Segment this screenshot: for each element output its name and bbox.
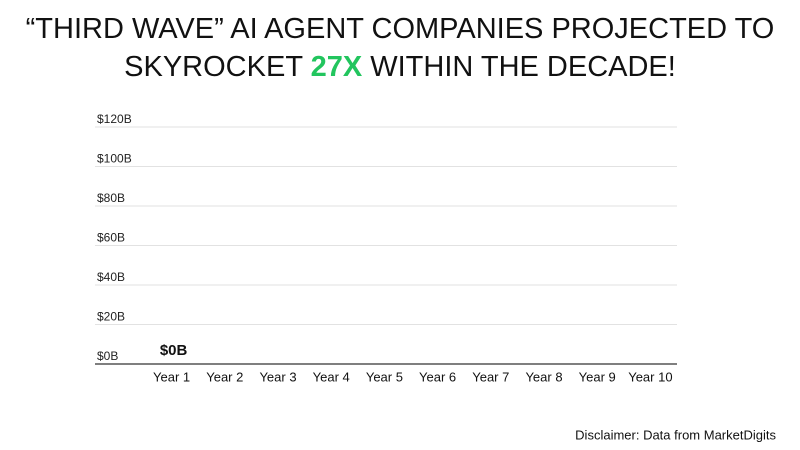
title-segment: WITHIN THE DECADE! [362, 51, 676, 83]
x-tick-label: Year 8 [525, 369, 562, 384]
footnote: Disclaimer: Data from MarketDigits [575, 427, 776, 442]
x-tick-label: Year 7 [472, 369, 509, 384]
x-tick-label: Year 6 [419, 369, 456, 384]
chart-title: “THIRD WAVE” AI AGENT COMPANIES PROJECTE… [26, 13, 775, 45]
y-tick-label: $0B [97, 349, 118, 363]
y-tick-label: $60B [97, 231, 125, 245]
x-tick-label: Year 10 [628, 369, 672, 384]
y-tick-label: $20B [97, 310, 125, 324]
x-tick-label: Year 4 [313, 369, 350, 384]
title-segment: SKYROCKET [124, 51, 310, 83]
x-tick-label: Year 2 [206, 369, 243, 384]
x-tick-label: Year 5 [366, 369, 403, 384]
title-segment: 27X [311, 51, 363, 83]
title-segment: “THIRD WAVE” AI AGENT COMPANIES PROJECTE… [26, 13, 775, 45]
y-tick-label: $40B [97, 270, 125, 284]
value-label: $0B [160, 342, 188, 359]
x-tick-label: Year 9 [579, 369, 616, 384]
x-tick-label: Year 3 [259, 369, 296, 384]
y-tick-label: $120B [97, 112, 132, 126]
y-tick-label: $100B [97, 152, 132, 166]
chart-title: SKYROCKET 27X WITHIN THE DECADE! [124, 51, 676, 83]
x-tick-label: Year 1 [153, 369, 190, 384]
y-tick-label: $80B [97, 191, 125, 205]
